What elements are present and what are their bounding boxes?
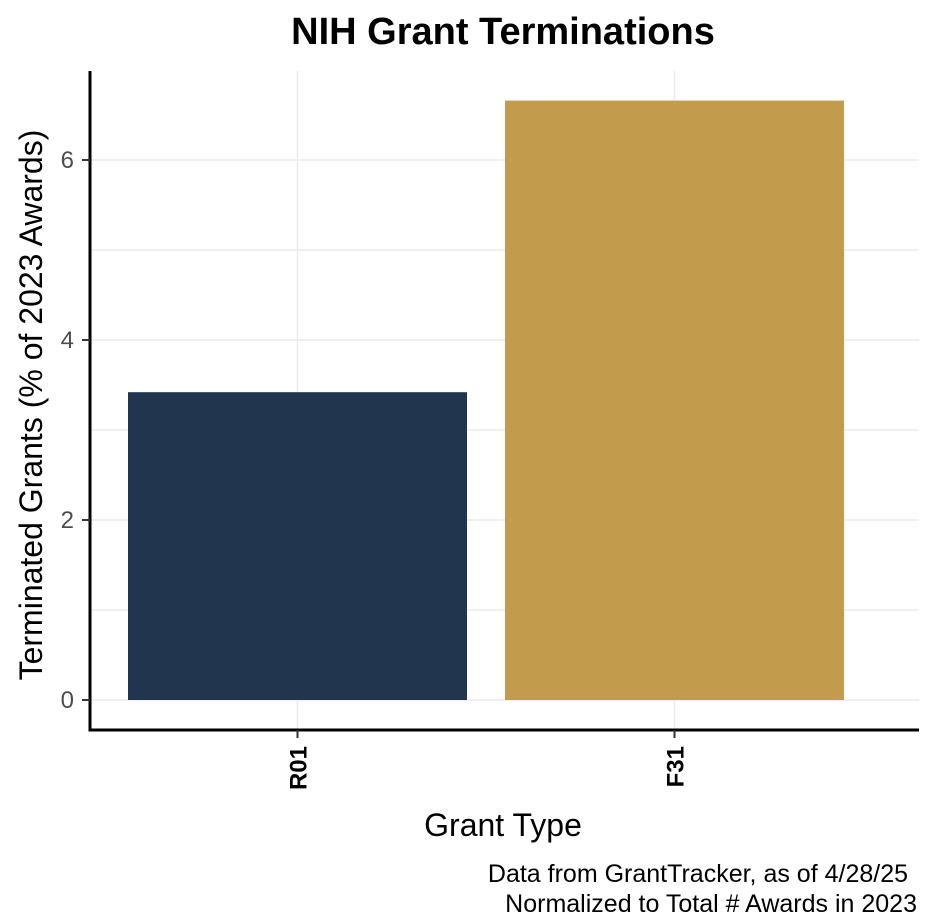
x-tick-label-f31: F31 [663, 746, 690, 787]
y-tick-label: 6 [61, 147, 74, 174]
y-tick-label: 4 [61, 327, 74, 354]
y-tick-label: 2 [61, 507, 74, 534]
x-tick-label-r01: R01 [286, 746, 313, 790]
bar-f31 [505, 100, 844, 701]
caption-line-2: Normalized to Total # Awards in 2023 [505, 890, 917, 918]
bars-layer [128, 100, 844, 701]
x-axis-title: Grant Type [424, 807, 582, 843]
chart-title: NIH Grant Terminations [291, 11, 715, 53]
caption-line-1: Data from GrantTracker, as of 4/28/25 [488, 860, 908, 888]
bar-r01 [128, 392, 467, 700]
y-tick-label: 0 [61, 687, 74, 714]
y-axis-title: Terminated Grants (% of 2023 Awards) [13, 130, 49, 681]
ticks-layer: 0 2 4 6 R01 F31 [61, 147, 690, 790]
